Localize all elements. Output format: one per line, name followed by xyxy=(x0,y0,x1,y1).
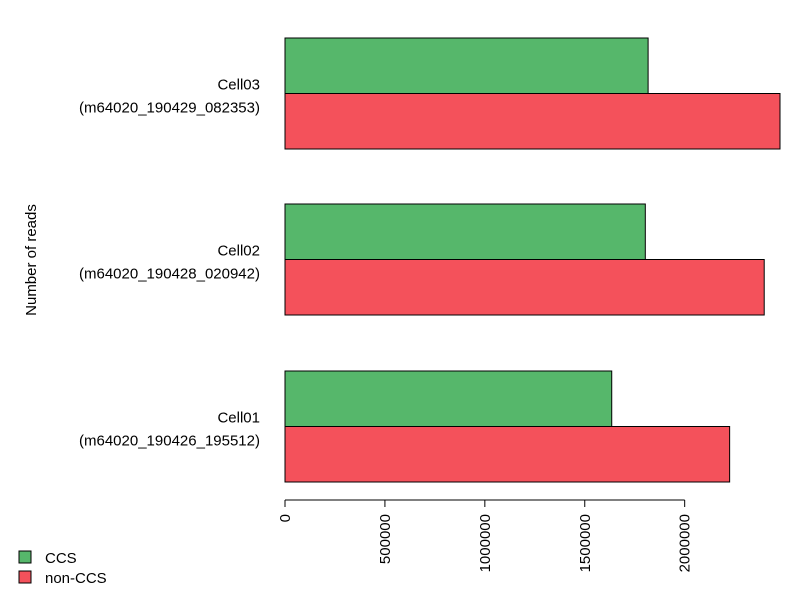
category-label-id: (m64020_190428_020942) xyxy=(79,266,260,283)
bar-ccs-cell03 xyxy=(284,37,649,94)
bar-ccs-cell01 xyxy=(284,370,613,427)
legend-label: CCS xyxy=(45,550,77,567)
bar-ccs-cell02 xyxy=(284,203,646,260)
bar-non-ccs-cell02 xyxy=(284,259,765,316)
x-tick-label: 1000000 xyxy=(477,514,494,572)
legend: CCS non-CCS xyxy=(18,550,107,587)
category-label-name: Cell02 xyxy=(217,243,260,260)
y-axis-label: Number of reads xyxy=(23,204,40,316)
legend-label: non-CCS xyxy=(45,570,107,587)
category-label-name: Cell01 xyxy=(217,410,260,427)
legend-swatch xyxy=(18,550,32,564)
category-label-name: Cell03 xyxy=(217,77,260,94)
bar-non-ccs-cell01 xyxy=(284,426,731,483)
legend-swatch xyxy=(18,570,32,584)
bar-non-ccs-cell03 xyxy=(284,93,781,150)
x-tick-label: 500000 xyxy=(377,514,394,564)
x-tick-label: 0 xyxy=(277,514,294,522)
bars-group xyxy=(284,37,781,483)
category-label-id: (m64020_190429_082353) xyxy=(79,100,260,117)
x-tick-label: 1500000 xyxy=(577,514,594,572)
category-label-id: (m64020_190426_195512) xyxy=(79,433,260,450)
x-axis: 0 500000 1000000 1500000 2000000 xyxy=(277,499,694,572)
category-labels: Cell01 (m64020_190426_195512) Cell02 (m6402… xyxy=(79,77,260,450)
x-tick-label: 2000000 xyxy=(677,514,694,572)
